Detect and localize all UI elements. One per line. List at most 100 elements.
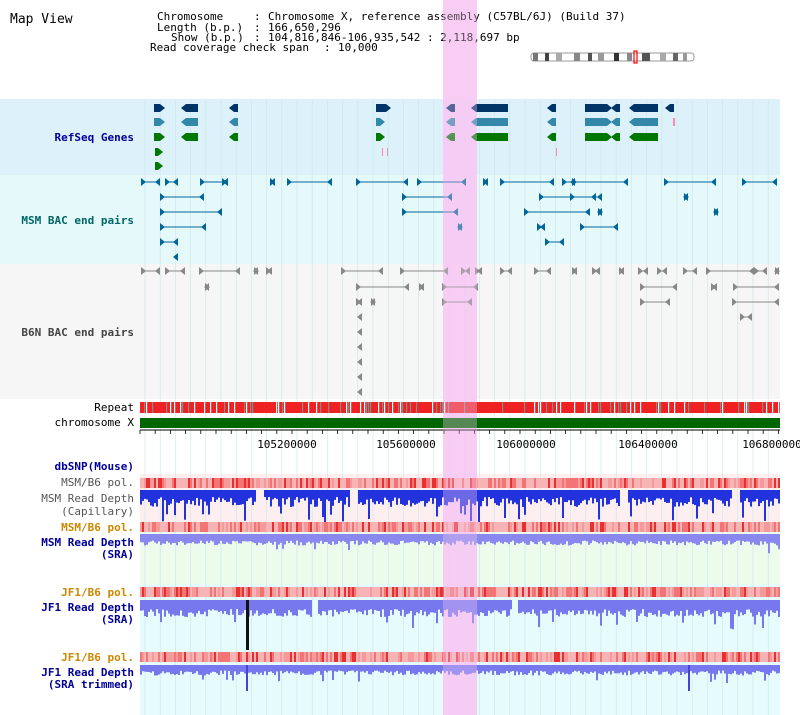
- pol-density-cell: [532, 522, 534, 532]
- depth-bar: [202, 534, 204, 544]
- depth-bar: [666, 490, 668, 503]
- pol-density-cell: [230, 522, 232, 532]
- gene-feature: [585, 104, 607, 112]
- depth-bar: [778, 600, 780, 617]
- pol-density-cell: [204, 652, 206, 662]
- pol-density-cell: [190, 522, 192, 532]
- pol-density-cell: [470, 522, 472, 532]
- pol-density-cell: [154, 587, 156, 597]
- pol-density-cell: [168, 587, 170, 597]
- msm-bac-track[interactable]: [141, 178, 777, 261]
- depth-bar: [632, 534, 634, 545]
- depth-bar: [360, 665, 362, 672]
- repeat-element: [600, 402, 602, 413]
- depth-bar: [288, 665, 290, 674]
- pol-density-cell: [686, 522, 688, 532]
- depth-bar: [728, 534, 730, 541]
- depth-bar: [448, 600, 450, 617]
- pol-density-cell: [770, 652, 772, 662]
- bac-end-marker: [155, 178, 160, 186]
- depth-bar: [284, 490, 286, 505]
- depth-bar: [488, 600, 490, 611]
- repeat-element: [228, 402, 230, 413]
- gene-strand-arrow: [629, 133, 634, 141]
- depth-bar: [140, 534, 142, 543]
- bac-end-marker: [357, 373, 362, 381]
- pol-density-cell: [754, 522, 756, 532]
- pol-density-cell: [316, 652, 318, 662]
- bac-end-marker: [774, 283, 779, 291]
- refseq-genes-track[interactable]: [154, 104, 675, 170]
- chromosome-ideogram[interactable]: [530, 50, 695, 64]
- pol-density-cell: [200, 522, 202, 532]
- depth-bar: [670, 534, 672, 541]
- pol-density-cell: [592, 478, 594, 488]
- gene-feature: [451, 133, 455, 141]
- depth-bar: [744, 490, 746, 501]
- pol-density-cell: [194, 587, 196, 597]
- pol-density-cell: [684, 478, 686, 488]
- depth-bar: [472, 665, 474, 673]
- depth-bar: [570, 665, 572, 674]
- b6n-bac-track[interactable]: [141, 267, 780, 396]
- pol-density-cell: [310, 587, 312, 597]
- depth-bar: [638, 534, 640, 542]
- depth-bar: [702, 600, 704, 617]
- depth-bar: [510, 665, 512, 672]
- depth-bar: [716, 534, 718, 542]
- depth-bar: [180, 665, 182, 671]
- depth-bar: [570, 534, 572, 545]
- depth-bar: [658, 600, 660, 611]
- depth-bar: [764, 665, 766, 681]
- depth-bar: [608, 490, 610, 505]
- pol-density-cell: [736, 652, 738, 662]
- pol-density-cell: [608, 587, 610, 597]
- depth-bar: [676, 665, 678, 672]
- pol-density-cell: [606, 587, 608, 597]
- depth-bar: [610, 600, 612, 614]
- depth-bar: [344, 534, 346, 542]
- depth-bar: [328, 534, 330, 544]
- pol-density-cell: [514, 587, 516, 597]
- depth-bar: [298, 665, 300, 672]
- depth-spike: [246, 665, 248, 691]
- pol-density-cell: [484, 522, 486, 532]
- depth-bar: [142, 490, 144, 501]
- depth-bar: [728, 490, 730, 507]
- depth-bar: [618, 665, 620, 674]
- bac-end-marker: [447, 193, 452, 201]
- depth-bar: [242, 534, 244, 542]
- depth-bar: [442, 534, 444, 542]
- repeat-element: [174, 402, 176, 413]
- bac-end-marker: [534, 267, 539, 275]
- pol-density-cell: [600, 478, 602, 488]
- depth-bar: [260, 600, 262, 615]
- depth-bar: [188, 490, 190, 501]
- pol-density-cell: [310, 478, 312, 488]
- depth-bar: [612, 665, 614, 671]
- depth-bar: [602, 665, 604, 675]
- depth-bar: [184, 665, 186, 673]
- pol-density-cell: [280, 478, 282, 488]
- depth-bar: [556, 600, 558, 616]
- depth-bar: [620, 665, 622, 673]
- gene-strand-arrow: [607, 104, 612, 112]
- depth-bar: [462, 490, 464, 507]
- pol-density-cell: [330, 652, 332, 662]
- ideogram-band: [574, 53, 580, 61]
- pol-density-cell: [344, 522, 346, 532]
- depth-bar: [538, 490, 540, 500]
- depth-bar: [724, 490, 726, 506]
- depth-bar: [250, 600, 252, 611]
- depth-bar: [194, 665, 196, 674]
- depth-bar: [454, 534, 456, 545]
- pol-density-cell: [540, 522, 542, 532]
- pol-density-cell: [300, 478, 302, 488]
- depth-bar: [390, 490, 392, 507]
- depth-bar: [416, 600, 418, 613]
- depth-bar: [270, 600, 272, 614]
- depth-bar: [442, 665, 444, 671]
- depth-bar: [442, 600, 444, 617]
- depth-bar: [242, 665, 244, 672]
- depth-bar: [294, 600, 296, 616]
